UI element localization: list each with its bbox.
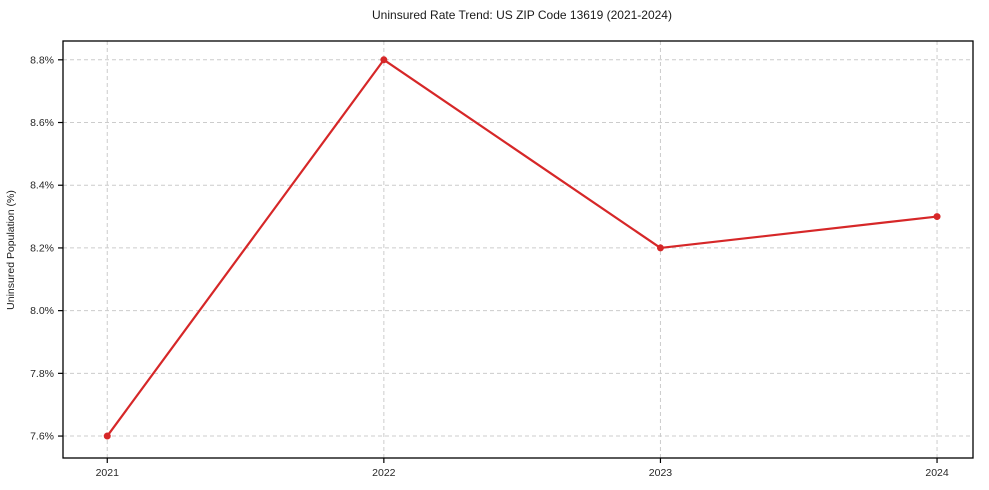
y-tick-label: 8.2% xyxy=(30,242,54,254)
x-tick-label: 2022 xyxy=(372,467,396,479)
data-point xyxy=(380,56,388,64)
plot-border xyxy=(62,40,974,459)
y-tick-label: 8.4% xyxy=(30,180,54,192)
x-tick-label: 2021 xyxy=(96,467,120,479)
data-point xyxy=(656,244,664,252)
y-tick-label: 8.8% xyxy=(30,54,54,66)
y-tick-label: 7.8% xyxy=(30,368,54,380)
x-tick-label: 2024 xyxy=(925,467,949,479)
y-tick-label: 8.0% xyxy=(30,305,54,317)
data-point xyxy=(933,213,941,221)
y-axis-label: Uninsured Population (%) xyxy=(5,190,17,310)
y-tick-label: 7.6% xyxy=(30,431,54,443)
data-point xyxy=(103,432,111,440)
y-tick-label: 8.6% xyxy=(30,117,54,129)
x-tick-label: 2023 xyxy=(649,467,673,479)
chart-title: Uninsured Rate Trend: US ZIP Code 13619 … xyxy=(372,8,672,22)
plot-area: 7.6% 7.8% 8.0% 8.2% 8.4% 8.6% 8.8% 2021 2022 2023… xyxy=(30,40,974,479)
trend-line xyxy=(106,58,939,438)
